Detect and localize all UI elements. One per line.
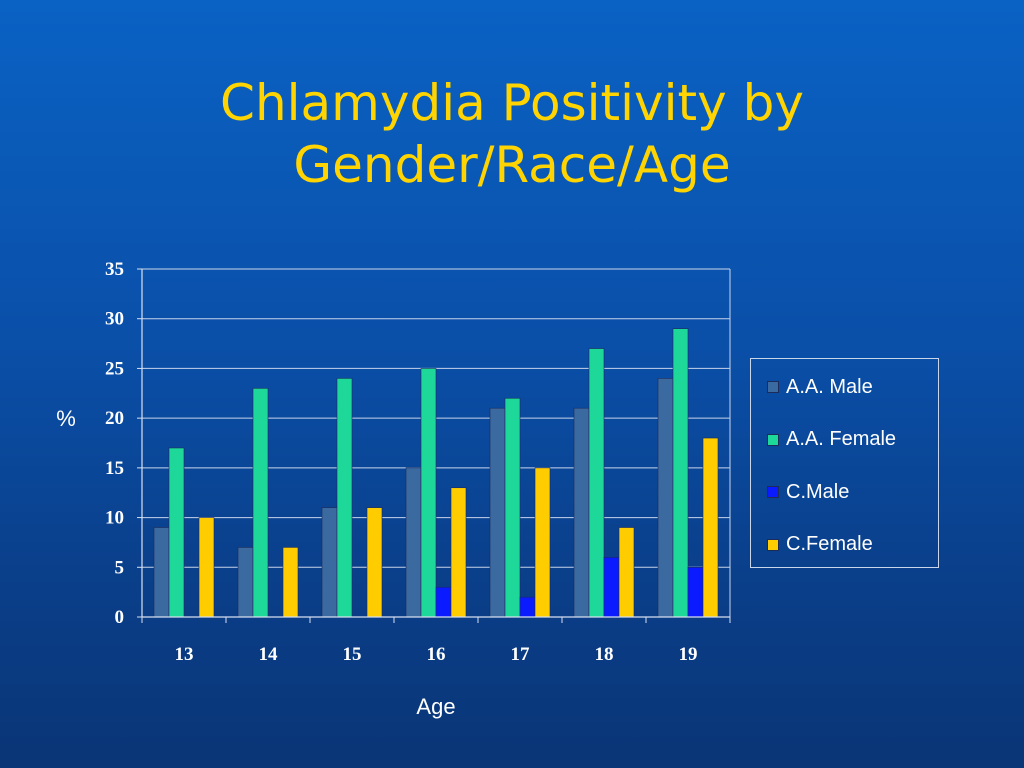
x-tick-label: 13	[175, 644, 194, 665]
bar-c-male-17	[519, 596, 536, 618]
title-line-1: Chlamydia Positivity by	[220, 74, 804, 132]
legend-label: A.A. Male	[786, 375, 873, 398]
y-tick-label: 35	[105, 259, 124, 280]
y-tick-labels: 0 5 10 15 20 25 30 35	[105, 259, 124, 628]
legend-swatch	[767, 486, 779, 498]
x-tick-label: 14	[259, 644, 279, 665]
y-tick-label: 15	[105, 458, 124, 479]
bar-a-a-female-16	[420, 368, 437, 618]
bar-a-a-female-14	[252, 388, 269, 618]
legend-item: C.Female	[767, 533, 873, 557]
legend-label: A.A. Female	[786, 428, 897, 450]
legend-item: A.A. Male	[767, 375, 873, 399]
y-tick-label: 0	[115, 607, 125, 628]
x-tick-labels: 13 14 15 16 17 18 19	[175, 644, 698, 665]
bar-a-a-male-13	[153, 527, 170, 618]
bar-c-female-17	[534, 467, 551, 618]
legend-item: C.Male	[767, 480, 849, 504]
bar-a-a-female-17	[504, 397, 521, 618]
legend-swatch	[767, 538, 779, 551]
bar-a-a-male-19	[657, 378, 674, 618]
y-tick-label: 30	[105, 309, 124, 330]
bar-a-a-male-14	[237, 547, 254, 618]
title-line-2: Gender/Race/Age	[293, 136, 731, 194]
bar-c-male-18	[603, 557, 620, 618]
bar-a-a-female-15	[336, 378, 353, 618]
bar-a-a-male-16	[405, 467, 422, 618]
bar-a-a-female-18	[588, 348, 605, 618]
bar-a-a-male-17	[489, 407, 506, 618]
bar-a-a-male-18	[573, 407, 590, 618]
bar-c-female-16	[450, 487, 467, 618]
y-tick-label: 25	[105, 358, 124, 379]
bar-c-female-13	[198, 517, 215, 618]
legend-swatch	[767, 381, 779, 393]
x-tick-label: 16	[427, 644, 446, 665]
x-tick-label: 15	[343, 644, 362, 665]
legend: A.A. Male A.A. Female C.Male C.Female	[750, 358, 939, 568]
x-tick-label: 18	[595, 644, 614, 665]
y-tick-label: 20	[105, 408, 124, 429]
bars	[153, 328, 719, 618]
bar-a-a-female-13	[168, 447, 185, 618]
bar-c-female-15	[366, 507, 383, 618]
slide-title: Chlamydia Positivity by Gender/Race/Age	[0, 72, 1024, 196]
x-tick-label: 17	[511, 644, 531, 665]
bar-c-female-19	[702, 437, 719, 618]
axes	[137, 268, 731, 623]
bar-a-a-female-19	[672, 328, 689, 618]
bar-c-male-19	[687, 566, 704, 618]
x-tick-label: 19	[679, 644, 698, 665]
bar-c-male-16	[435, 586, 452, 618]
y-tick-label: 5	[115, 557, 125, 578]
legend-item: A.A. Female	[767, 428, 896, 452]
legend-swatch	[767, 433, 779, 446]
x-axis-label: Age	[416, 694, 455, 719]
legend-label: C.Male	[786, 480, 850, 503]
bar-c-female-18	[618, 527, 635, 618]
legend-label: C.Female	[786, 533, 873, 555]
bar-a-a-male-15	[321, 507, 338, 618]
y-tick-label: 10	[105, 508, 124, 529]
y-axis-label: %	[56, 406, 76, 431]
bar-c-female-14	[282, 547, 299, 618]
